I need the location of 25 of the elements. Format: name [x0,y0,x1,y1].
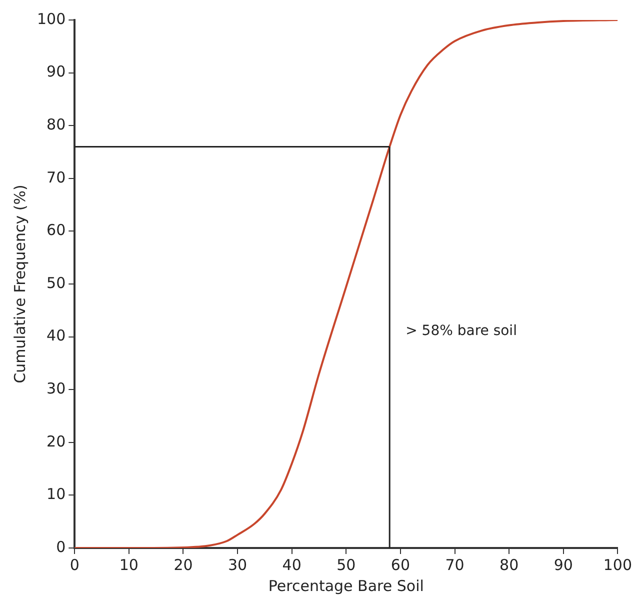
x-tick-label: 40 [282,556,302,574]
y-tick-label: 60 [46,221,66,240]
x-tick-label: 90 [554,556,573,574]
y-tick-label: 30 [46,379,66,398]
y-tick-label: 90 [46,62,66,81]
y-tick-label: 40 [46,326,66,345]
x-tick-label: 70 [445,556,464,574]
y-tick-label: 50 [46,274,66,292]
y-tick-label: 10 [46,485,66,504]
y-tick-label: 70 [46,168,66,186]
x-axis-title: Percentage Bare Soil [268,576,424,595]
y-axis-title: Cumulative Frequency (%) [10,184,29,384]
x-tick-label: 80 [500,556,519,574]
annotation: > 58% bare soil [406,323,517,340]
y-tick-label: 20 [46,432,66,450]
x-tick-label: 60 [390,556,410,574]
x-tick-label: 0 [70,556,80,574]
x-tick-label: 20 [174,556,193,574]
x-tick-label: 50 [336,556,356,574]
x-tick-label: 10 [119,556,138,574]
x-tick-label: 30 [228,556,248,574]
y-tick-label: 80 [46,115,66,134]
x-tick-label: 100 [603,556,632,574]
y-tick-label: 100 [36,10,66,28]
y-tick-label: 0 [56,538,66,556]
